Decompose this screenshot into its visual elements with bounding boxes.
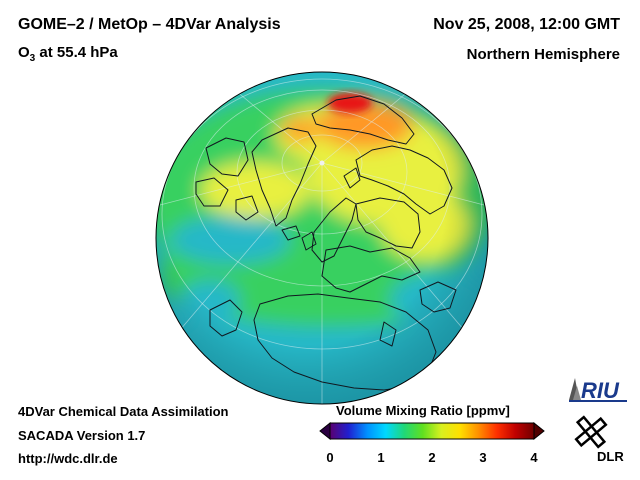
- coastlines: [195, 95, 457, 391]
- north-pole-marker: [319, 160, 325, 166]
- dlr-logo-text: DLR: [597, 449, 624, 464]
- footer-version: SACADA Version 1.7: [18, 428, 146, 443]
- region-label: Northern Hemisphere: [466, 46, 620, 63]
- riu-logo: RIU: [567, 372, 629, 409]
- dlr-logo: [565, 412, 617, 457]
- colorbar-tick-2: 2: [428, 450, 436, 465]
- species-label: O: [18, 44, 30, 61]
- pressure-level: at 55.4 hPa: [35, 44, 118, 61]
- date-label: Nov 25, 2008, 12:00 GMT: [433, 16, 620, 33]
- globe-outline: [155, 71, 489, 405]
- colorbar-title: Volume Mixing Ratio [ppmv]: [336, 403, 510, 418]
- colorbar-high-arrow: [533, 421, 545, 441]
- colorbar-low-arrow: [319, 421, 331, 441]
- colorbar-tick-1: 1: [377, 450, 385, 465]
- graticule: [159, 78, 485, 404]
- ozone-field: [156, 72, 488, 404]
- colorbar-tick-0: 0: [326, 450, 334, 465]
- colorbar-tick-3: 3: [479, 450, 487, 465]
- colorbar-ramp: [329, 422, 535, 440]
- svg-text:RIU: RIU: [581, 378, 620, 403]
- map-title: GOME–2 / MetOp – 4DVar Analysis: [18, 16, 281, 33]
- map-subtitle: O3 at 55.4 hPa: [18, 44, 118, 64]
- footer-method: 4DVar Chemical Data Assimilation: [18, 404, 229, 419]
- colorbar: [319, 421, 545, 441]
- species-subscript: 3: [29, 53, 36, 64]
- colorbar-tick-4: 4: [530, 450, 538, 465]
- footer-url[interactable]: http://wdc.dlr.de: [18, 451, 118, 466]
